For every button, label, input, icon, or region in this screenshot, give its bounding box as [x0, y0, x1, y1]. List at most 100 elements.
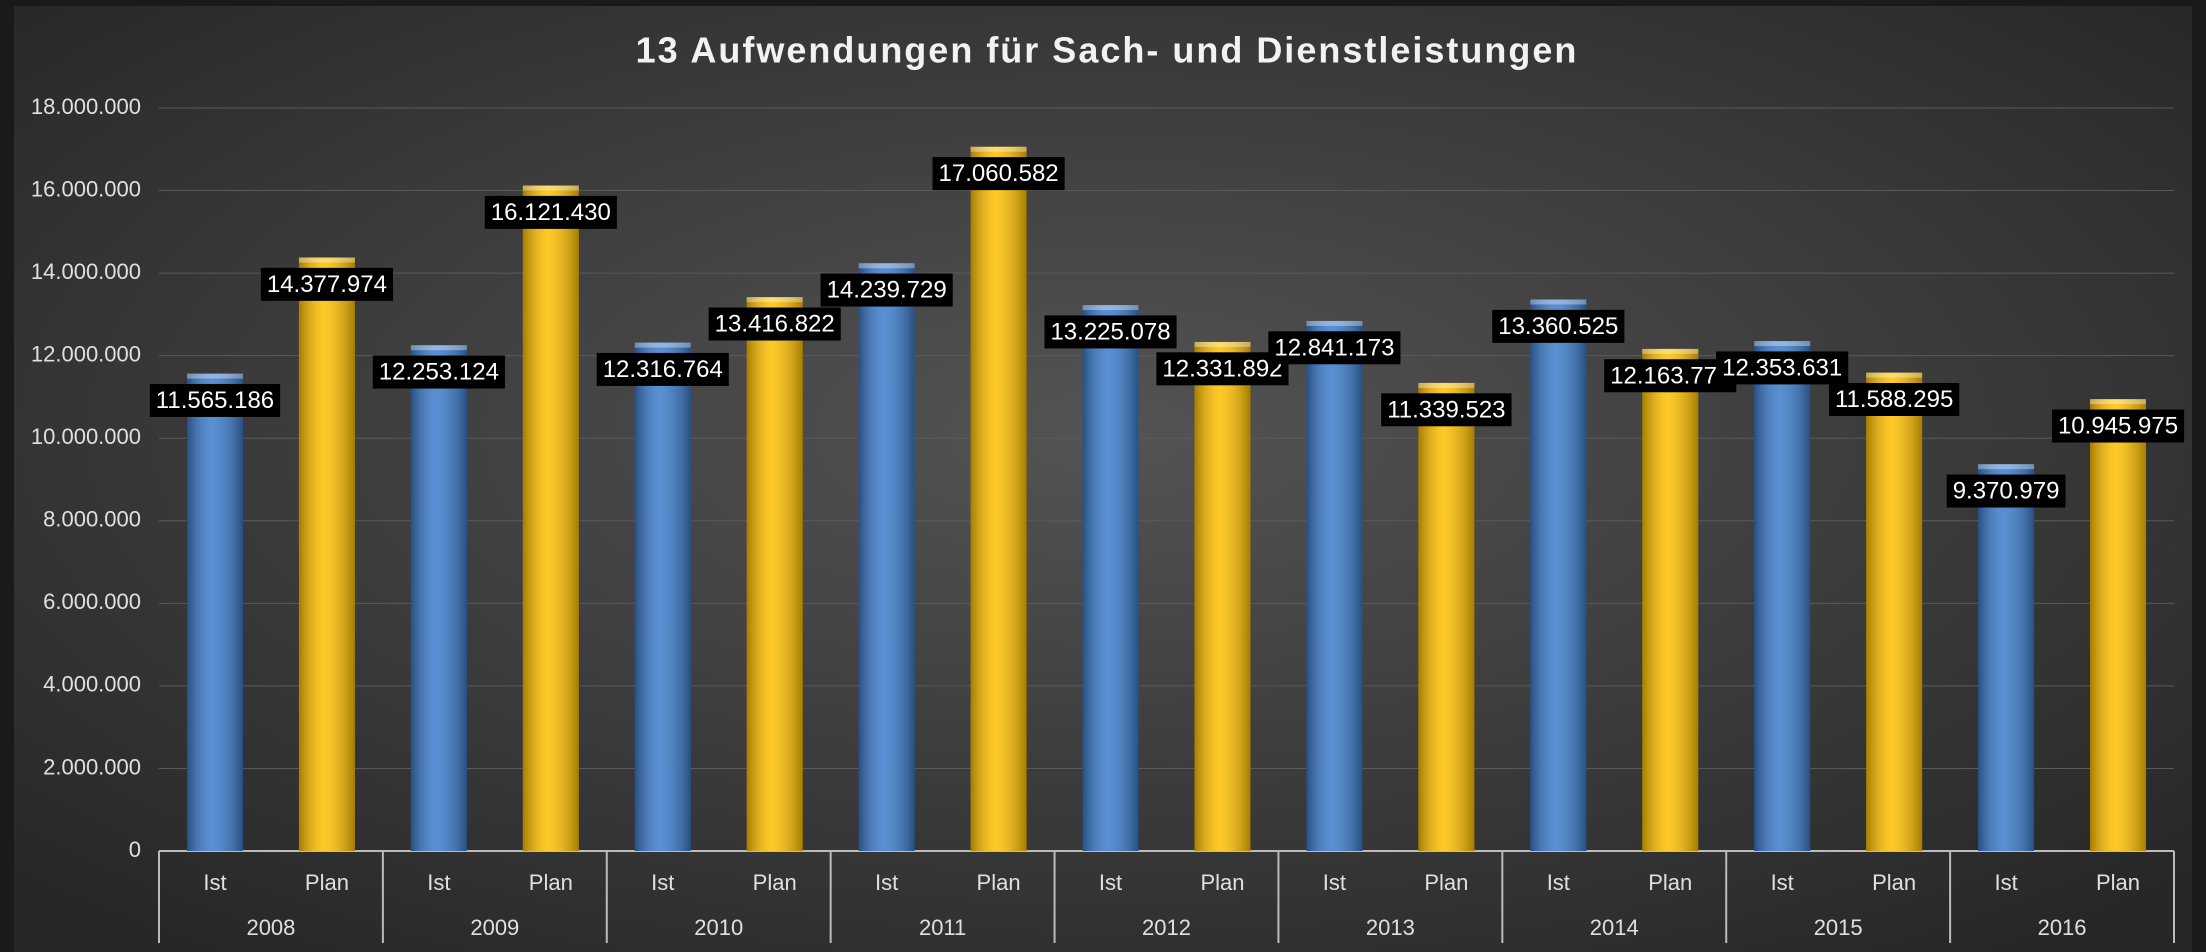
x-tick-label: Plan: [1872, 870, 1916, 895]
x-group-label: 2014: [1590, 915, 1639, 940]
x-tick-label: Plan: [2096, 870, 2140, 895]
bar-shade: [410, 345, 467, 851]
bar-cap: [1306, 320, 1363, 326]
bar-shade: [1978, 464, 2035, 851]
bar-cap: [2090, 399, 2147, 405]
bar-cap: [1530, 299, 1587, 305]
bar-cap: [1754, 341, 1811, 347]
bar-cap: [970, 146, 1027, 152]
bar-cap: [410, 345, 467, 351]
data-label: 13.225.078: [1050, 318, 1170, 345]
data-label: 12.253.124: [379, 359, 499, 386]
x-group-label: 2010: [694, 915, 743, 940]
data-label-box: [1604, 359, 1737, 393]
x-group-label: 2008: [246, 915, 295, 940]
y-tick-label: 10.000.000: [31, 424, 141, 449]
data-label-box: [1268, 331, 1401, 365]
y-tick-label: 8.000.000: [43, 507, 141, 532]
bar-shade: [1642, 348, 1699, 851]
x-tick-label: Ist: [1994, 870, 2017, 895]
data-label-box: [1156, 352, 1289, 386]
bar-cap: [858, 263, 915, 269]
x-tick-label: Plan: [977, 870, 1021, 895]
bar-shade: [1194, 341, 1251, 851]
bar-shade: [858, 263, 915, 851]
bar-shade: [522, 185, 579, 851]
x-group-label: 2012: [1142, 915, 1191, 940]
bar-shade: [2090, 399, 2147, 851]
data-label-box: [484, 195, 617, 229]
data-label: 11.339.523: [1387, 396, 1505, 423]
x-tick-label: Ist: [427, 870, 450, 895]
x-tick-label: Ist: [1323, 870, 1346, 895]
y-tick-label: 14.000.000: [31, 259, 141, 284]
x-tick-label: Ist: [875, 870, 898, 895]
chart-title: 13 Aufwendungen für Sach- und Dienstleis…: [636, 30, 1579, 71]
data-label: 12.331.892: [1162, 355, 1282, 382]
x-tick-label: Ist: [1547, 870, 1570, 895]
y-tick-label: 16.000.000: [31, 176, 141, 201]
bar-cap: [298, 257, 355, 263]
data-label-box: [1044, 315, 1177, 349]
bar-cap: [1194, 341, 1251, 347]
data-label-box: [149, 383, 281, 417]
bar-shade: [1754, 341, 1811, 851]
x-tick-label: Plan: [1648, 870, 1692, 895]
data-label-box: [1492, 309, 1625, 343]
x-tick-label: Plan: [753, 870, 797, 895]
bar-shade: [1306, 320, 1363, 851]
data-label-box: [2051, 409, 2185, 443]
x-group-label: 2015: [1814, 915, 1863, 940]
x-tick-label: Plan: [1200, 870, 1244, 895]
bar-shade: [1082, 305, 1139, 852]
x-group-label: 2011: [919, 915, 966, 940]
data-label: 11.565.186: [156, 387, 274, 414]
data-label-box: [820, 273, 953, 307]
data-label: 11.588.295: [1835, 386, 1953, 413]
data-label-box: [596, 352, 729, 386]
x-tick-label: Plan: [1424, 870, 1468, 895]
data-label: 10.945.975: [2058, 413, 2178, 440]
x-group-label: 2009: [470, 915, 519, 940]
data-label: 12.841.173: [1274, 334, 1394, 361]
bar-shade: [186, 373, 243, 851]
y-tick-label: 2.000.000: [43, 754, 141, 779]
bar-shade: [1530, 299, 1587, 852]
data-label: 16.121.430: [491, 199, 611, 226]
bar-cap: [746, 297, 803, 303]
bar-shade: [634, 342, 691, 851]
data-label: 12.353.631: [1722, 354, 1842, 381]
data-label-box: [260, 267, 393, 301]
data-label: 13.416.822: [715, 311, 835, 338]
y-tick-label: 0: [129, 837, 141, 862]
bar-shade: [298, 257, 355, 852]
x-group-label: 2013: [1366, 915, 1415, 940]
bar-cap: [1866, 372, 1923, 378]
bar-shade: [1418, 382, 1475, 851]
bar-shade: [746, 297, 803, 851]
bar-shade: [1866, 372, 1923, 851]
data-label: 14.239.729: [827, 277, 947, 304]
data-label: 9.370.979: [1953, 478, 2060, 505]
data-label: 12.316.764: [603, 356, 723, 383]
x-tick-label: Plan: [529, 870, 573, 895]
bar-shade: [970, 146, 1027, 851]
x-tick-label: Ist: [1771, 870, 1794, 895]
data-label-box: [708, 307, 841, 341]
x-tick-label: Plan: [305, 870, 349, 895]
data-label-box: [1946, 474, 2066, 508]
x-tick-label: Ist: [203, 870, 226, 895]
data-label-box: [1381, 393, 1512, 427]
bar-cap: [1642, 348, 1699, 354]
data-label: 13.360.525: [1498, 313, 1618, 340]
bar-cap: [1418, 382, 1475, 388]
data-label: 12.163.778: [1610, 362, 1730, 389]
data-label: 14.377.974: [267, 271, 387, 298]
data-label-box: [1828, 383, 1960, 417]
bar-cap: [186, 373, 243, 379]
y-tick-label: 18.000.000: [31, 94, 141, 119]
bar-cap: [522, 185, 579, 191]
x-group-label: 2016: [2038, 915, 2087, 940]
data-label-box: [372, 355, 505, 389]
bar-cap: [634, 342, 691, 348]
